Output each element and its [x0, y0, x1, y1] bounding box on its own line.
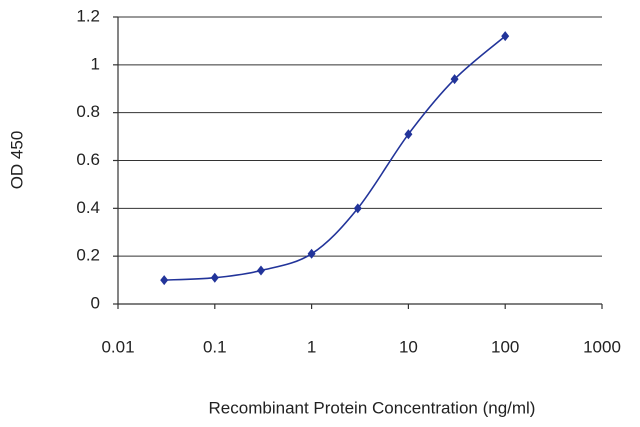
data-point	[307, 248, 316, 259]
data-point	[160, 275, 169, 286]
y-axis-title: OD 450	[7, 131, 26, 190]
x-tick-label: 1000	[583, 337, 621, 356]
x-axis-title: Recombinant Protein Concentration (ng/ml…	[209, 398, 536, 417]
y-tick-label: 0.2	[76, 246, 100, 265]
y-tick-label: 1.2	[76, 6, 100, 25]
x-tick-label: 1	[307, 337, 316, 356]
data-point	[404, 129, 413, 140]
y-tick-label: 0.4	[76, 198, 100, 217]
data-point	[256, 265, 265, 276]
x-tick-label: 10	[399, 337, 418, 356]
y-tick-label: 0.8	[76, 102, 100, 121]
data-point	[353, 203, 362, 214]
data-line	[164, 35, 506, 281]
y-tick-label: 1	[91, 54, 100, 73]
data-point	[210, 272, 219, 283]
y-tick-label: 0	[91, 293, 100, 312]
x-tick-label: 0.01	[101, 337, 134, 356]
x-tick-label: 100	[491, 337, 519, 356]
y-tick-label: 0.6	[76, 150, 100, 169]
data-point	[450, 74, 459, 85]
data-point	[501, 31, 510, 42]
x-tick-label: 0.1	[203, 337, 227, 356]
